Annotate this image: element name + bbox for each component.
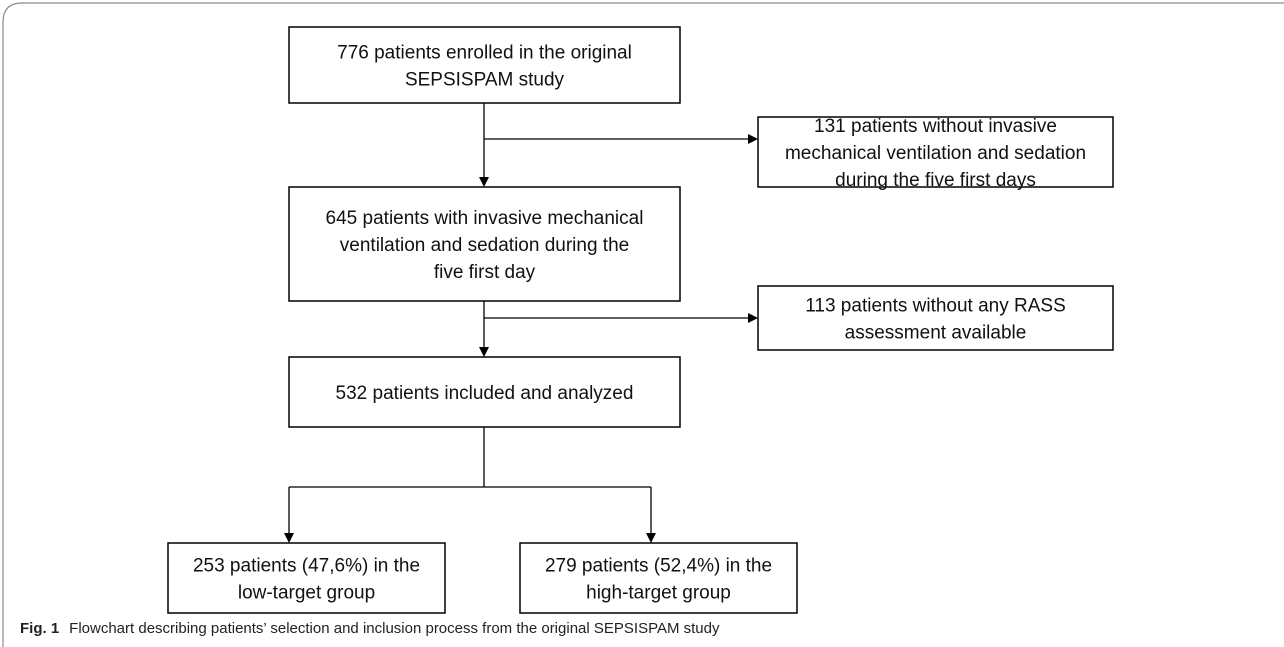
caption: Fig. 1 Flowchart describing patients’ sel…: [20, 620, 720, 637]
node-box: [288, 186, 681, 302]
node-box: [757, 116, 1114, 188]
caption-label: Fig. 1: [20, 620, 59, 637]
node-text: 776 patients enrolled in the original: [337, 43, 632, 64]
node-text: high-target group: [586, 583, 731, 604]
node-text: SEPSISPAM study: [405, 70, 565, 91]
node-box: [519, 542, 798, 614]
node-box: [757, 285, 1114, 351]
node: 776 patients enrolled in the original SEP…: [288, 26, 681, 104]
node-box: [167, 542, 446, 614]
node-text: mechanical ventilation and sedation: [785, 143, 1086, 164]
connectors: [284, 103, 758, 543]
node-text: 113 patients without any RASS: [805, 296, 1066, 317]
node: 113 patients without any RASS assessment …: [757, 285, 1114, 351]
node: 253 patients (47,6%) in the low-target gr…: [167, 542, 446, 614]
node-text: assessment available: [845, 323, 1027, 344]
node-text: 279 patients (52,4%) in the: [545, 556, 772, 577]
node-text: 532 patients included and analyzed: [336, 383, 634, 404]
node: 645 patients with invasive mechanical ven…: [288, 186, 681, 302]
node-text: low-target group: [238, 583, 375, 604]
node-text: ventilation and sedation during the: [340, 235, 629, 256]
node: 279 patients (52,4%) in the high-target g…: [519, 542, 798, 614]
node-text: five first day: [434, 262, 536, 283]
node-text: 645 patients with invasive mechanical: [326, 208, 644, 229]
node-text: 253 patients (47,6%) in the: [193, 556, 420, 577]
node: 131 patients without invasive mechanical …: [757, 116, 1114, 191]
node-box: [288, 26, 681, 104]
node-text: 131 patients without invasive: [814, 116, 1057, 137]
node-text: during the five first days: [835, 170, 1036, 191]
node: 532 patients included and analyzed: [288, 356, 681, 428]
node-box: [288, 356, 681, 428]
caption-text: Flowchart describing patients’ selection…: [69, 620, 720, 637]
